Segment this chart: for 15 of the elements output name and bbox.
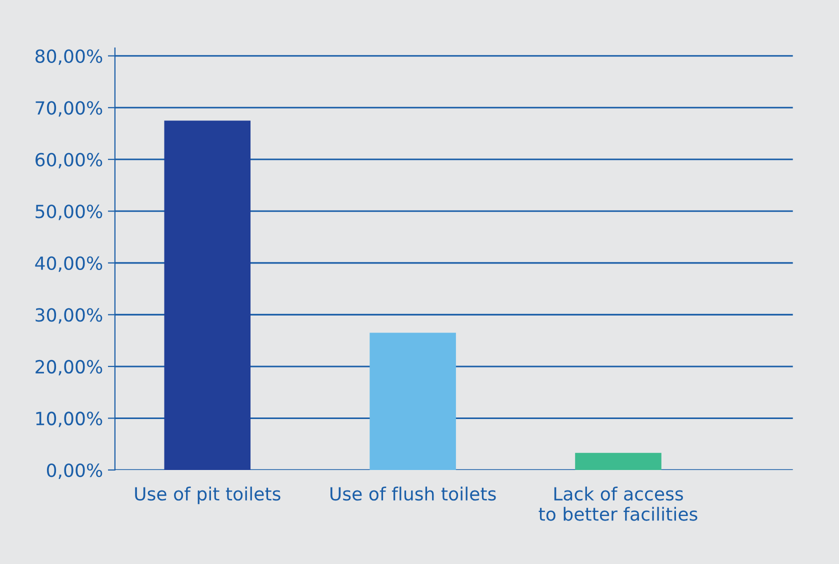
y-tick-label: 50,00% <box>36 204 102 220</box>
bar <box>575 452 662 470</box>
x-tick-label: Use of pit toilets <box>135 486 280 504</box>
y-tick-label: 60,00% <box>36 152 102 168</box>
bar <box>370 332 456 470</box>
x-tick-label: Lack of access to better facilities <box>538 486 698 521</box>
y-tick-label: 20,00% <box>36 360 102 376</box>
bar <box>164 120 251 470</box>
y-tick-label: 10,00% <box>36 412 102 428</box>
y-tick-label: 70,00% <box>36 101 102 117</box>
x-tick-label: Use of flush toilets <box>330 486 496 501</box>
y-tick-label: 80,00% <box>36 49 102 65</box>
y-tick-label: 30,00% <box>36 308 102 324</box>
y-tick-label: 0,00% <box>46 463 102 479</box>
y-tick-label: 40,00% <box>35 256 102 272</box>
